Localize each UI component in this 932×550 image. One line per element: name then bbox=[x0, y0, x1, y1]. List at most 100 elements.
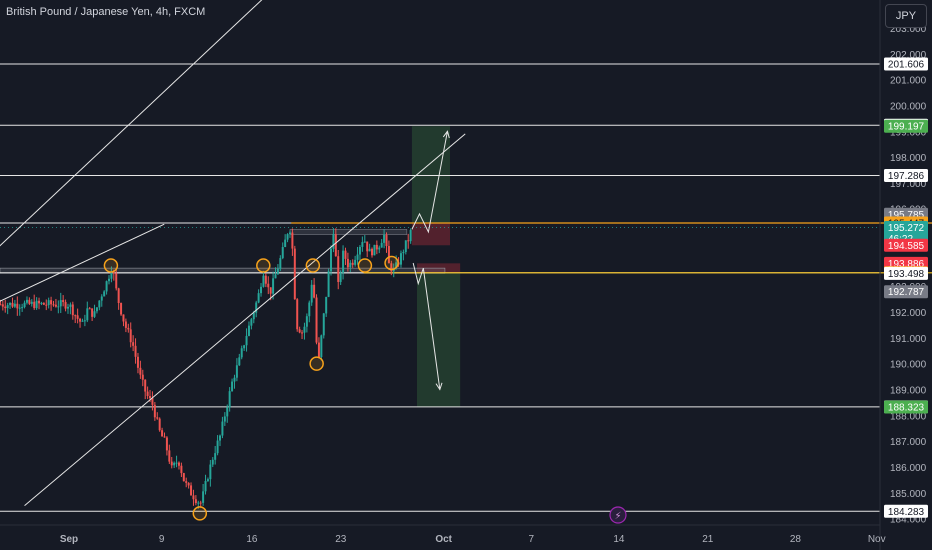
candle-body bbox=[21, 307, 24, 309]
candle-body bbox=[211, 459, 214, 465]
price-tick-label: 203.000 bbox=[890, 24, 927, 35]
short-target-zone bbox=[416, 272, 461, 407]
candle-body bbox=[238, 357, 241, 366]
candle-body bbox=[35, 300, 38, 309]
candle-body bbox=[385, 234, 388, 246]
candle-body bbox=[279, 258, 282, 269]
candle-body bbox=[64, 302, 67, 309]
lightning-glyph: ⚡ bbox=[614, 511, 621, 522]
candle-body bbox=[144, 379, 147, 392]
price-label-text: 197.286 bbox=[888, 171, 925, 182]
price-label-text: 199.197 bbox=[888, 122, 925, 133]
candle-body bbox=[98, 300, 101, 308]
projection-down-arrow-head bbox=[435, 382, 443, 391]
candle-body bbox=[327, 271, 330, 297]
candle-body bbox=[247, 325, 250, 336]
candle-body bbox=[136, 356, 139, 368]
channel-line-2 bbox=[24, 133, 466, 507]
candle-body bbox=[30, 301, 33, 304]
candle-body bbox=[267, 283, 270, 288]
candle-body bbox=[175, 462, 178, 464]
time-tick-label: 9 bbox=[159, 534, 165, 545]
price-tick-label: 188.000 bbox=[890, 411, 927, 422]
candle-body bbox=[221, 421, 224, 436]
projection-up-arrow bbox=[411, 131, 448, 234]
time-tick-label: 14 bbox=[613, 534, 625, 545]
price-label-197-286 bbox=[884, 169, 928, 183]
candle-body bbox=[127, 327, 130, 330]
candle-body bbox=[344, 250, 347, 259]
candle-body bbox=[288, 232, 291, 235]
time-tick-label: 28 bbox=[790, 534, 802, 545]
price-tick-label: 199.000 bbox=[890, 127, 927, 138]
projection-down-arrow bbox=[412, 262, 441, 390]
time-tick-label: Sep bbox=[60, 534, 78, 545]
candle-body bbox=[356, 254, 359, 260]
candle-body bbox=[378, 247, 381, 250]
candle-body bbox=[42, 302, 45, 305]
candle-body bbox=[252, 312, 255, 320]
candle-body bbox=[163, 436, 166, 438]
time-tick-label: 23 bbox=[335, 534, 347, 545]
time-tick-label: Nov bbox=[868, 534, 886, 545]
candle-body bbox=[233, 377, 236, 382]
candle-body bbox=[395, 262, 398, 268]
swing-marker bbox=[103, 258, 119, 273]
candle-body bbox=[231, 381, 234, 392]
candle-body bbox=[317, 342, 320, 357]
price-label-text: 192.787 bbox=[888, 287, 925, 298]
candle-body bbox=[291, 232, 294, 249]
candle-body bbox=[383, 234, 386, 243]
candle-body bbox=[320, 335, 323, 357]
candle-body bbox=[337, 256, 340, 282]
price-label-192-787 bbox=[884, 285, 928, 299]
candle-body bbox=[158, 418, 161, 431]
candle-body bbox=[86, 308, 89, 321]
price-label-text: 195.785 bbox=[888, 210, 925, 221]
price-label-text: 195.272 bbox=[888, 223, 925, 234]
swing-marker bbox=[357, 258, 373, 273]
candle-body bbox=[404, 240, 407, 252]
candle-body bbox=[161, 430, 164, 437]
candle-body bbox=[112, 272, 115, 274]
candle-body bbox=[284, 239, 287, 248]
candle-body bbox=[117, 288, 120, 304]
candle-body bbox=[66, 306, 69, 309]
candle-body bbox=[339, 272, 342, 282]
channel-line-1 bbox=[0, 0, 263, 247]
candle-body bbox=[235, 365, 238, 378]
candle-body bbox=[402, 251, 405, 254]
price-label-text: 193.886 bbox=[888, 259, 925, 270]
candle-body bbox=[190, 485, 193, 496]
candle-body bbox=[272, 278, 275, 294]
price-tick-label: 200.000 bbox=[890, 101, 927, 112]
price-label-193-498 bbox=[884, 266, 928, 280]
candle-body bbox=[71, 304, 74, 316]
candle-body bbox=[313, 284, 316, 298]
candle-body bbox=[361, 242, 364, 247]
price-tick-label: 186.000 bbox=[890, 463, 927, 474]
candle-body bbox=[38, 300, 41, 304]
price-tick-label: 185.000 bbox=[890, 489, 927, 500]
candle-body bbox=[332, 234, 335, 249]
candle-body bbox=[346, 258, 349, 268]
candle-body bbox=[262, 275, 265, 287]
candle-body bbox=[6, 305, 9, 309]
candle-body bbox=[226, 407, 229, 417]
candle-body bbox=[25, 299, 28, 303]
candle-body bbox=[122, 314, 125, 322]
candle-body bbox=[194, 499, 197, 504]
candle-body bbox=[100, 296, 103, 301]
candle-body bbox=[219, 435, 222, 441]
price-label-text: 188.323 bbox=[888, 402, 925, 413]
swing-marker bbox=[309, 356, 324, 371]
time-tick-label: 16 bbox=[246, 534, 258, 545]
candle-body bbox=[108, 278, 111, 282]
candle-body bbox=[206, 479, 209, 481]
candle-body bbox=[168, 450, 171, 462]
candle-body bbox=[204, 480, 207, 492]
currency-button[interactable]: JPY bbox=[885, 4, 927, 28]
candle-body bbox=[245, 335, 248, 346]
candle-body bbox=[315, 297, 318, 343]
